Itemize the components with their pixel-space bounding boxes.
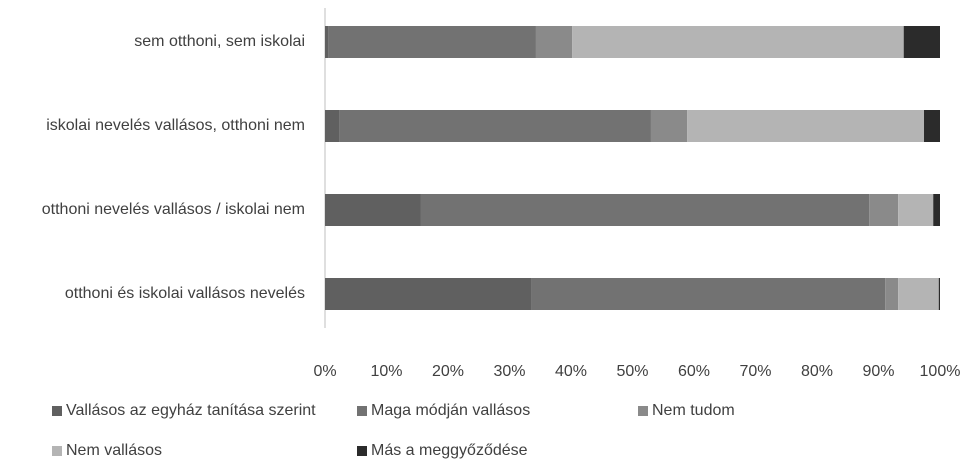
x-tick-label: 50% <box>616 363 648 380</box>
x-tick-label: 0% <box>313 363 336 380</box>
x-tick-label: 100% <box>920 363 961 380</box>
bar-segment <box>325 194 421 226</box>
bar-segment <box>420 194 870 226</box>
x-tick-label: 40% <box>555 363 587 380</box>
bar-segment <box>869 194 899 226</box>
bar-segment <box>650 110 688 142</box>
legend-label: Vallásos az egyház tanítása szerint <box>66 402 316 419</box>
x-tick-label: 90% <box>862 363 894 380</box>
bar-segment <box>898 278 939 310</box>
bar-segment <box>933 194 940 226</box>
category-label: otthoni nevelés vallásos / iskolai nem <box>42 201 305 218</box>
bar-segment <box>572 26 904 58</box>
legend-swatch <box>52 406 62 416</box>
bar-segment <box>535 26 573 58</box>
legend-swatch <box>357 446 367 456</box>
x-tick-label: 10% <box>370 363 402 380</box>
bar-segment <box>687 110 925 142</box>
bar-segment <box>898 194 934 226</box>
bar-segment <box>328 26 536 58</box>
legend-label: Nem vallásos <box>66 442 162 459</box>
bar-segment <box>325 26 329 58</box>
category-label: sem otthoni, sem iskolai <box>134 33 305 50</box>
bar-segment <box>938 278 940 310</box>
bar-segment <box>325 278 532 310</box>
bar-segment <box>885 278 899 310</box>
bar-segment <box>339 110 651 142</box>
bar-segment <box>903 26 940 58</box>
x-tick-label: 20% <box>432 363 464 380</box>
legend-swatch <box>52 446 62 456</box>
x-tick-label: 60% <box>678 363 710 380</box>
x-tick-label: 80% <box>801 363 833 380</box>
legend-label: Maga módján vallásos <box>371 402 530 419</box>
legend-swatch <box>638 406 648 416</box>
legend-label: Más a meggyőződése <box>371 442 528 459</box>
bar-segment <box>325 110 340 142</box>
bar-segment <box>531 278 886 310</box>
category-label: otthoni és iskolai vallásos nevelés <box>65 285 305 302</box>
legend-label: Nem tudom <box>652 402 735 419</box>
legend-swatch <box>357 406 367 416</box>
x-tick-label: 30% <box>493 363 525 380</box>
category-label: iskolai nevelés vallásos, otthoni nem <box>46 117 305 134</box>
bar-segment <box>924 110 940 142</box>
x-tick-label: 70% <box>739 363 771 380</box>
